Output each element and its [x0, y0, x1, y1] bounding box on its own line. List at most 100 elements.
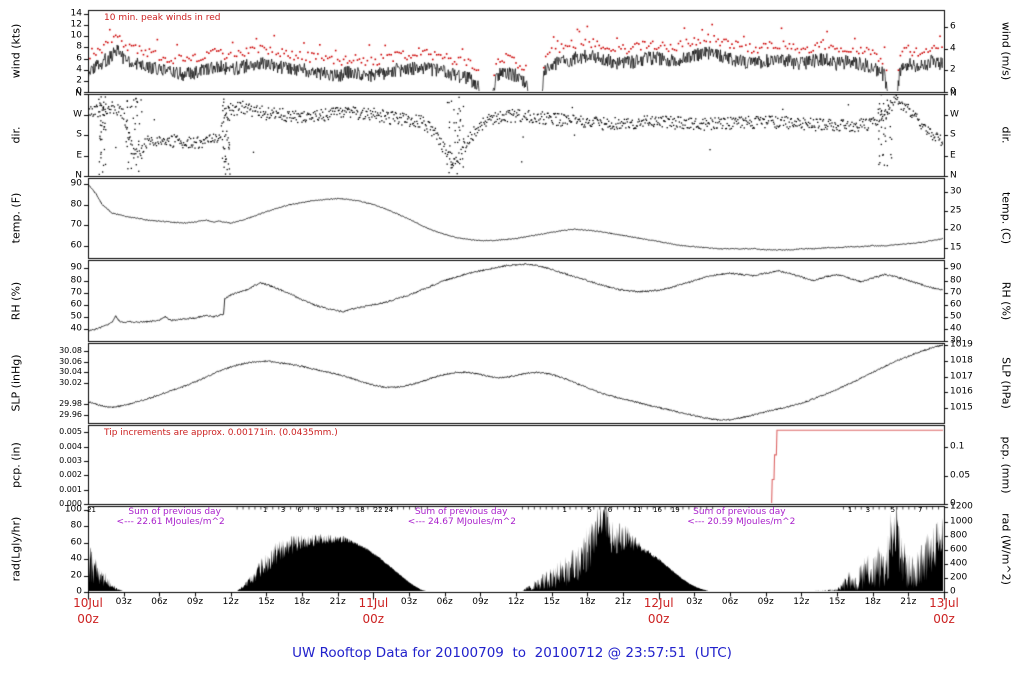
rad-hour-mark: 5 [890, 506, 896, 514]
x-date-label: 11Jul [358, 596, 389, 610]
rh-ytick-right: 40 [950, 323, 962, 334]
rh-ytick-left: 80 [70, 275, 82, 286]
rad-hour-mark: 22 [373, 506, 383, 514]
dir-ytick-right: W [950, 109, 959, 119]
slp-axis-label-right: SLP (hPa) [999, 357, 1013, 409]
rad-hour-mark: 19 [670, 506, 680, 514]
rad-sum-label: Sum of previous day [693, 507, 786, 517]
rad-hour-mark: 5 [587, 506, 592, 514]
rad-sum-label: Sum of previous day [414, 507, 508, 517]
wind-ytick-right: 0 [950, 86, 956, 97]
wind-ytick-left: 14 [70, 8, 82, 19]
rad-hour-mark: 6 [297, 506, 302, 514]
dir-ytick-right: N [950, 88, 957, 99]
rh-ytick-right: 70 [950, 287, 962, 298]
rad-ytick-right: 1200 [950, 501, 973, 512]
slp-ytick-right: 1018 [950, 355, 973, 366]
dir-ytick-left: N [75, 88, 82, 99]
x-tick-label: 09z [472, 597, 489, 607]
slp-ytick-left: 30.02 [59, 378, 82, 387]
dir-ytick-left: N [75, 170, 82, 181]
rad-ytick-right: 400 [950, 558, 968, 569]
rh-ytick-right: 80 [950, 275, 962, 286]
temp-ytick-right: 30 [950, 186, 962, 197]
temp-axis-label-right: temp. (C) [999, 191, 1013, 245]
x-tick-label: 12z [507, 597, 525, 607]
rad-ytick-left: 20 [70, 570, 82, 581]
rad-hour-mark: 13 [335, 506, 345, 514]
rad-sum-value: <--- 22.61 MJoules/m^2 [116, 517, 225, 527]
rad-ytick-left: 80 [70, 520, 82, 531]
x-tick-label: 18z [293, 597, 311, 607]
wind-ytick-left: 2 [76, 75, 82, 86]
wind-ytick-left: 8 [76, 41, 82, 52]
rad-hour-mark: 18 [355, 506, 365, 514]
rad-axis-label-left: rad(Lgly/hr) [9, 516, 23, 582]
rad-hour-mark: 21 [87, 506, 97, 514]
temp-axis-label-left: temp. (F) [9, 192, 23, 244]
rad-ytick-left: 40 [70, 553, 82, 564]
x-date-hour-label: 00z [647, 612, 670, 626]
dir-ytick-right: S [950, 129, 956, 140]
wind-ytick-left: 4 [76, 64, 82, 75]
pcp-tip-note: Tip increments are approx. 0.00171in. (0… [104, 428, 338, 438]
pcp-ytick-left: 0.004 [59, 441, 82, 451]
x-tick-label: 21z [900, 597, 917, 607]
x-tick-label: 21z [329, 597, 346, 607]
temp-ytick-right: 15 [950, 242, 962, 253]
wind-ytick-right: 6 [950, 21, 956, 32]
rh-axis-label-right: RH (%) [999, 281, 1013, 320]
x-date-label: 13Jul [929, 596, 959, 610]
rad-ytick-left: 60 [70, 537, 82, 548]
x-date-hour-label: 00z [933, 612, 955, 626]
rh-ytick-left: 70 [70, 287, 82, 298]
x-tick-label: 06z [721, 597, 739, 607]
x-tick-label: 03z [400, 597, 418, 607]
dir-ytick-left: E [76, 150, 82, 160]
temp-ytick-right: 25 [950, 205, 962, 216]
x-date-label: 10Jul [73, 596, 103, 610]
wind-ytick-left: 12 [70, 19, 82, 30]
pcp-axis-label-left: pcp. (in) [9, 441, 23, 488]
rad-hour-mark: 9 [315, 506, 320, 514]
pcp-ytick-right: 0.05 [950, 470, 971, 481]
slp-axis-label-left: SLP (inHg) [9, 354, 23, 412]
dir-ytick-right: E [950, 150, 956, 160]
pcp-ytick-left: 0.001 [59, 484, 82, 494]
rh-ytick-left: 60 [70, 299, 82, 310]
rad-hour-mark: 1 [847, 506, 853, 514]
rh-ytick-right: 50 [950, 311, 962, 322]
wind-axis-label-left: wind (kts) [9, 23, 23, 79]
wind-ytick-right: 2 [950, 64, 956, 75]
slp-ytick-right: 1019 [950, 339, 973, 350]
x-tick-label: 15z [543, 597, 560, 607]
slp-ytick-right: 1015 [950, 402, 973, 413]
x-tick-label: 18z [579, 597, 596, 607]
rad-hour-mark: 6 [607, 506, 613, 514]
dir-ytick-right: N [950, 170, 957, 181]
rad-ytick-right: 600 [950, 544, 968, 555]
rad-axis-label-right: rad (W/m^2) [999, 513, 1013, 585]
slp-ytick-right: 1016 [950, 386, 973, 397]
x-tick-label: 15z [258, 597, 275, 607]
rad-ytick-right: 200 [950, 572, 968, 583]
slp-ytick-left: 30.06 [59, 356, 82, 366]
rad-hour-mark: 3 [280, 506, 286, 514]
temp-ytick-left: 60 [70, 240, 82, 251]
rh-axis-label-left: RH (%) [9, 281, 23, 320]
slp-ytick-left: 29.96 [59, 410, 82, 419]
rh-ytick-left: 40 [70, 323, 82, 334]
rad-hour-mark: 24 [384, 506, 394, 514]
wind-axis-label-right: wind (m/s) [999, 21, 1013, 81]
x-tick-label: 03z [115, 597, 132, 607]
dir-ytick-left: W [73, 109, 82, 119]
wind-ytick-left: 6 [76, 53, 82, 64]
x-date-hour-label: 00z [77, 612, 99, 626]
x-tick-label: 21z [614, 597, 632, 607]
pcp-ytick-left: 0.000 [59, 499, 82, 508]
slp-ytick-right: 1017 [950, 371, 973, 382]
rad-hour-mark: 16 [653, 506, 662, 514]
rad-sum-value: <--- 20.59 MJoules/m^2 [687, 517, 796, 527]
pcp-ytick-right: 0 [950, 498, 956, 509]
